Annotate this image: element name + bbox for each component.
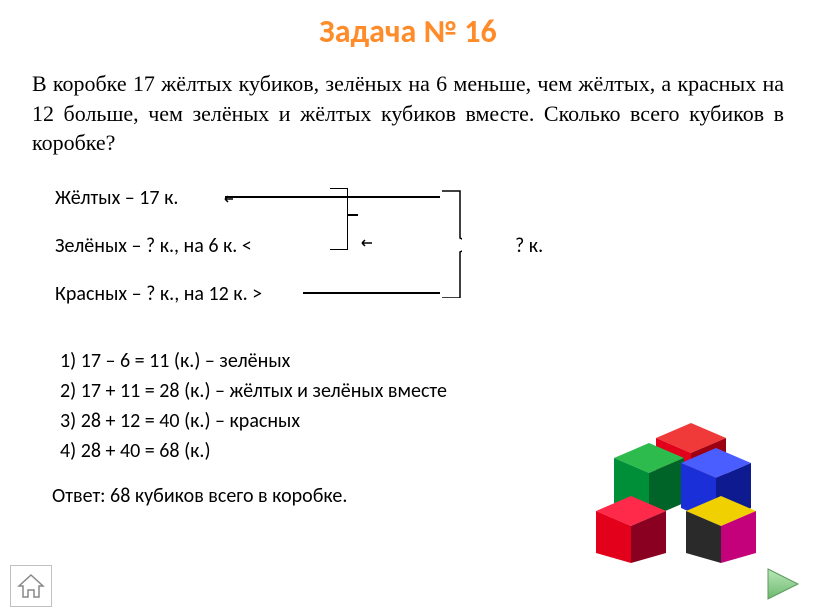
solution-line: 1) 17 – 6 = 11 (к.) – зелёных [60, 346, 816, 376]
scheme-row-red: Красных – ? к., на 12 к. > [55, 282, 262, 306]
bracket-small [330, 188, 348, 250]
scheme-diagram: Жёлтых – 17 к. Зелёных – ? к., на 6 к. <… [55, 186, 816, 326]
bracket-large [440, 188, 462, 298]
next-icon [762, 563, 804, 605]
page-title: Задача № 16 [0, 0, 816, 51]
arrow-left-icon [360, 238, 374, 248]
next-button[interactable] [760, 561, 806, 607]
home-icon [16, 572, 46, 600]
scheme-total-label: ? к. [515, 234, 543, 258]
title-text: Задача № 16 [319, 12, 496, 51]
problem-statement: В коробке 17 жёлтых кубиков, зелёных на … [0, 51, 816, 158]
home-button[interactable] [10, 565, 52, 607]
connector-line [303, 292, 440, 294]
cubes-illustration [586, 403, 766, 563]
arrow-left-icon [223, 194, 235, 204]
bracket-tip [348, 214, 358, 216]
solution-line: 2) 17 + 11 = 28 (к.) – жёлтых и зелёных … [60, 376, 816, 406]
scheme-row-green: Зелёных – ? к., на 6 к. < [55, 234, 252, 258]
scheme-row-yellow: Жёлтых – 17 к. [55, 186, 178, 210]
